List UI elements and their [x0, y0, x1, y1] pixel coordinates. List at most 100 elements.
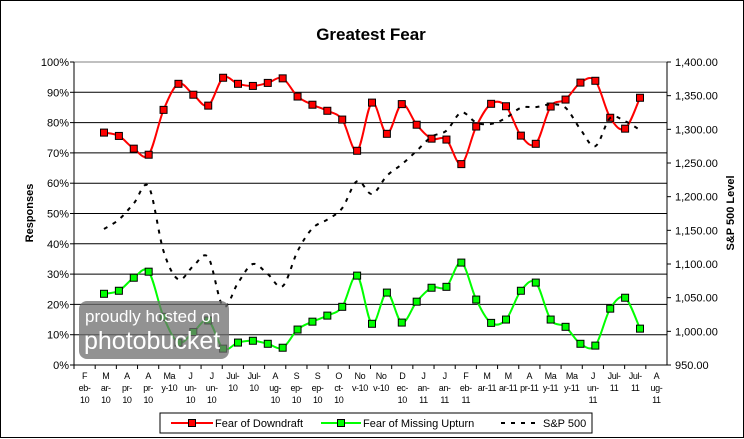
data-point [531, 139, 540, 148]
x-tick-label: an- [418, 383, 430, 393]
y2-tick-label: 1,150.00 [675, 225, 718, 237]
data-point [576, 78, 585, 87]
x-tick-label: M [102, 371, 109, 381]
x-tick-label: un- [587, 383, 599, 393]
data-point [636, 93, 644, 102]
x-tick-label: 10 [122, 395, 132, 405]
data-point [561, 95, 570, 104]
x-tick-label: 10 [249, 383, 259, 393]
x-tick-label: 11 [440, 395, 449, 405]
x-tick-label: 10 [292, 395, 302, 405]
y-tick-label: 70% [47, 148, 69, 160]
x-tick-label: pr-11 [520, 383, 539, 393]
data-point [353, 146, 362, 155]
data-point [606, 304, 615, 313]
x-tick-label: v-10 [373, 383, 389, 393]
x-tick-label: ug- [269, 383, 281, 393]
data-point [412, 297, 421, 306]
x-tick-label: 10 [228, 383, 238, 393]
data-point [591, 341, 600, 350]
x-tick-label: A [272, 371, 278, 381]
data-point [114, 286, 123, 295]
data-point [263, 78, 272, 87]
legend-label: S&P 500 [543, 418, 586, 430]
x-tick-label: J [210, 371, 214, 381]
x-tick-label: M [483, 371, 490, 381]
data-point [502, 315, 510, 324]
x-tick-label: 11 [631, 383, 640, 393]
data-point [338, 302, 347, 311]
data-point [114, 131, 123, 140]
x-tick-label: ct- [334, 383, 343, 393]
data-point [129, 144, 138, 153]
data-point [308, 317, 317, 326]
data-point [546, 315, 555, 324]
y2-tick-label: 1,350.00 [675, 91, 718, 103]
x-tick-label: un- [206, 383, 218, 393]
x-tick-label: y-11 [543, 383, 559, 393]
data-point [189, 90, 198, 99]
y-tick-label: 10% [47, 330, 69, 342]
data-point [100, 128, 108, 137]
x-tick-label: 10 [334, 395, 344, 405]
x-tick-label: J [443, 371, 447, 381]
x-tick-label: 10 [398, 395, 408, 405]
data-point [591, 76, 600, 85]
data-point [427, 283, 436, 292]
x-tick-label: No [376, 371, 387, 381]
y-tick-label: 80% [47, 118, 69, 130]
series-2 [103, 103, 641, 308]
x-tick-label: ug- [651, 383, 663, 393]
y2-tick-label: 1,050.00 [675, 293, 718, 305]
y-tick-label: 100% [41, 57, 69, 69]
x-tick-label: an- [439, 383, 451, 393]
data-point [100, 289, 108, 298]
data-point [442, 282, 451, 291]
y-tick-label: 20% [47, 299, 69, 311]
x-tick-label: 11 [610, 383, 619, 393]
x-tick-label: A [145, 371, 151, 381]
data-point [368, 319, 376, 328]
legend-label: Fear of Downdraft [215, 418, 303, 430]
x-tick-label: ar- [101, 383, 111, 393]
legend-marker [188, 419, 196, 427]
y2-tick-label: 1,000.00 [675, 326, 718, 338]
x-tick-label: F [82, 371, 88, 381]
y-tick-label: 50% [47, 209, 69, 221]
data-point [248, 81, 257, 90]
data-point [293, 325, 302, 334]
data-point [442, 135, 451, 144]
data-point [278, 74, 287, 83]
y2-tick-label: 950.00 [675, 360, 709, 372]
data-point [472, 295, 481, 304]
y-axis-label: Responses [24, 184, 36, 243]
data-point [412, 120, 421, 129]
x-tick-label: 10 [313, 395, 323, 405]
x-tick-label: J [591, 371, 595, 381]
x-tick-label: ar-11 [499, 383, 518, 393]
x-tick-label: S [294, 371, 300, 381]
data-point [621, 124, 630, 133]
data-point [323, 311, 332, 320]
x-tick-label: Jul- [608, 371, 621, 381]
x-tick-label: Jul- [248, 371, 261, 381]
x-tick-label: No [355, 371, 366, 381]
x-tick-label: A [124, 371, 130, 381]
x-tick-label: A [654, 371, 660, 381]
data-point [516, 286, 525, 295]
legend-label: Fear of Missing Upturn [363, 418, 474, 430]
data-point [293, 92, 302, 101]
x-tick-label: 10 [207, 395, 217, 405]
y2-tick-label: 1,400.00 [675, 57, 718, 69]
data-point [382, 288, 391, 297]
data-point [353, 271, 362, 280]
data-point [159, 105, 168, 114]
y2-tick-label: 1,100.00 [675, 259, 718, 271]
x-tick-label: J [421, 371, 425, 381]
watermark-line1: proudly hosted on [85, 307, 221, 326]
x-tick-label: y-10 [161, 383, 177, 393]
data-point [308, 100, 317, 109]
data-point [397, 318, 406, 327]
